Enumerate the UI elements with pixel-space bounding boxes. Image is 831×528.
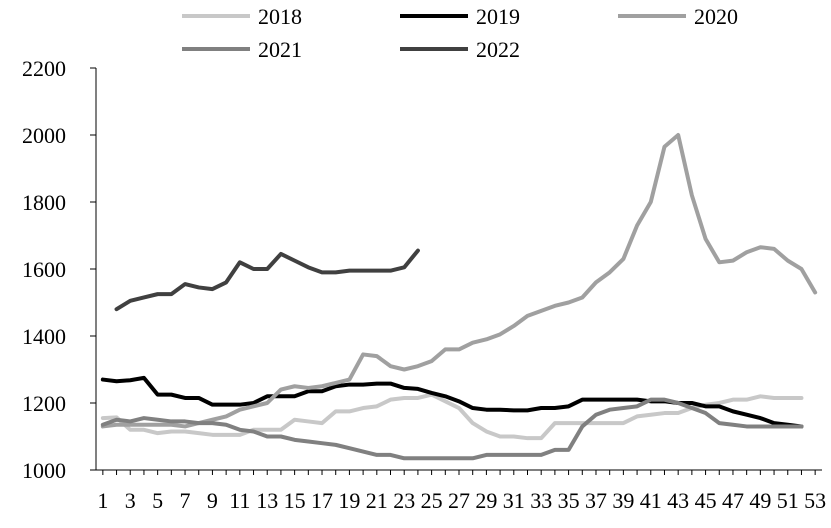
x-tick-label: 51 xyxy=(777,488,799,513)
x-tick-label: 7 xyxy=(180,488,191,513)
x-tick-label: 17 xyxy=(311,488,333,513)
x-tick-label: 49 xyxy=(749,488,771,513)
x-tick-label: 23 xyxy=(393,488,415,513)
y-tick-label: 1600 xyxy=(22,257,66,282)
legend-label-2018: 2018 xyxy=(258,4,302,29)
legend-label-2022: 2022 xyxy=(476,37,520,62)
x-tick-label: 27 xyxy=(448,488,470,513)
x-tick-label: 13 xyxy=(256,488,278,513)
x-tick-label: 25 xyxy=(421,488,443,513)
legend-label-2021: 2021 xyxy=(258,37,302,62)
x-tick-label: 15 xyxy=(284,488,306,513)
legend-label-2019: 2019 xyxy=(476,4,520,29)
series-line-2020 xyxy=(100,133,818,429)
series-group xyxy=(100,133,818,461)
y-tick-label: 1400 xyxy=(22,324,66,349)
y-tick-label: 2000 xyxy=(22,123,66,148)
legend: 2018 2019 2020 2021 2022 xyxy=(182,4,738,62)
x-tick-label: 33 xyxy=(530,488,552,513)
x-tick-label: 43 xyxy=(667,488,689,513)
x-tick-label: 1 xyxy=(97,488,108,513)
x-tick-label: 9 xyxy=(207,488,218,513)
x-tick-label: 29 xyxy=(475,488,497,513)
x-axis: 1 3 5 7 9 11 13 15 17 19 21 23 25 27 29 31 33 35 37 39 41 43 4… xyxy=(96,469,826,513)
legend-label-2020: 2020 xyxy=(694,4,738,29)
x-tick-label: 35 xyxy=(558,488,580,513)
y-tick-label: 1800 xyxy=(22,190,66,215)
series-line-2018 xyxy=(100,392,804,441)
x-tick-label: 3 xyxy=(125,488,136,513)
x-tick-label: 45 xyxy=(695,488,717,513)
y-axis: 1000 1200 1400 1600 1800 2000 2200 xyxy=(22,56,97,483)
y-tick-label: 1200 xyxy=(22,391,66,416)
x-tick-label: 21 xyxy=(366,488,388,513)
y-tick-label: 1000 xyxy=(22,458,66,483)
x-tick-label: 37 xyxy=(585,488,607,513)
x-tick-label: 41 xyxy=(640,488,662,513)
series-line-2021 xyxy=(100,397,804,461)
x-tick-label: 11 xyxy=(229,488,250,513)
y-tick-label: 2200 xyxy=(22,56,66,81)
series-line-2019 xyxy=(100,375,804,429)
series-line-2022 xyxy=(114,248,420,312)
x-tick-label: 19 xyxy=(338,488,360,513)
x-tick-label: 5 xyxy=(152,488,163,513)
x-tick-label: 39 xyxy=(612,488,634,513)
x-tick-label: 47 xyxy=(722,488,744,513)
x-tick-label: 53 xyxy=(804,488,826,513)
x-tick-label: 31 xyxy=(503,488,525,513)
